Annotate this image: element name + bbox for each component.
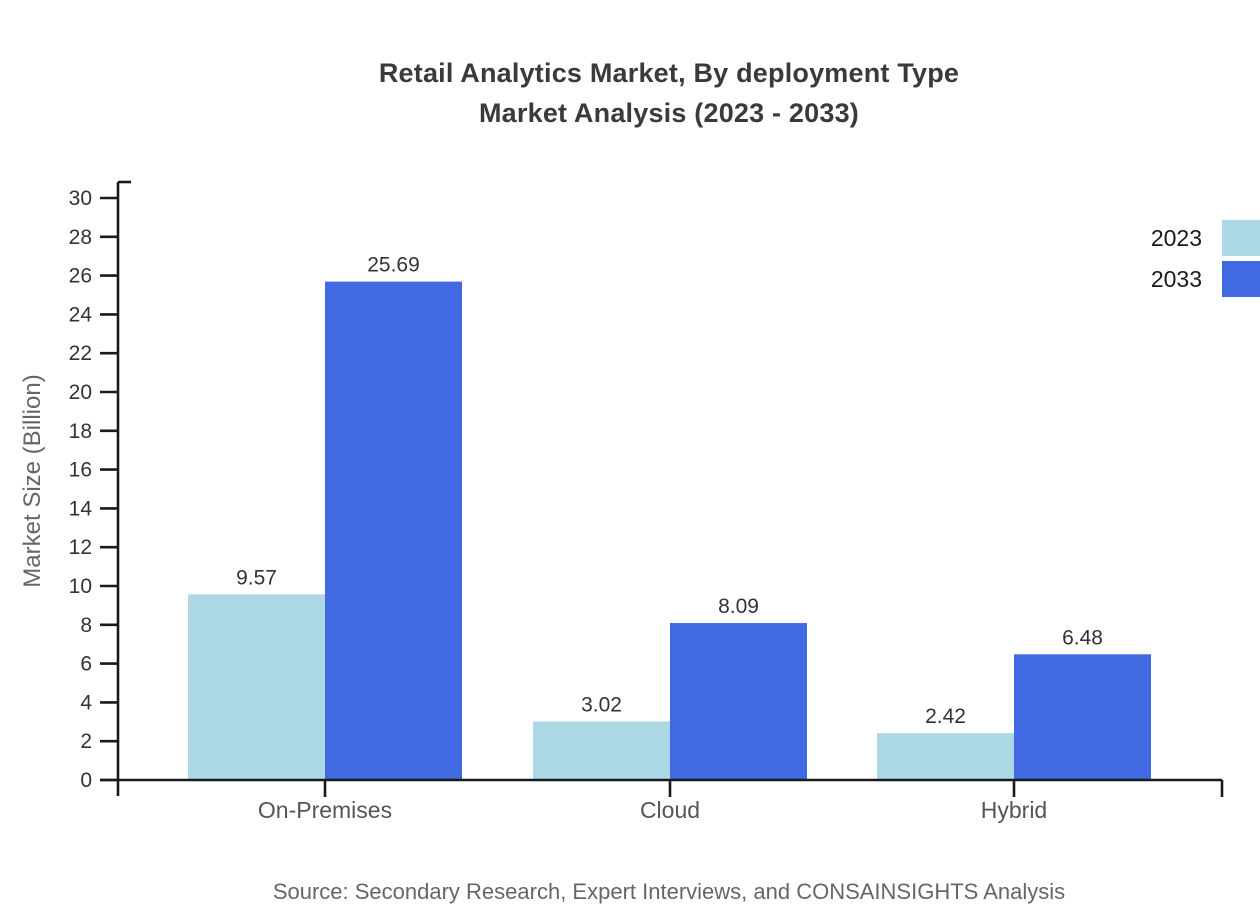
bar-value-label: 8.09 — [718, 595, 759, 618]
bar-2033-Cloud — [670, 623, 807, 780]
source-note: Source: Secondary Research, Expert Inter… — [272, 879, 1066, 904]
bar-value-label: 9.57 — [236, 566, 277, 589]
y-tick-label: 18 — [69, 420, 92, 443]
bar-value-label: 25.69 — [367, 254, 420, 277]
bar-2023-Cloud — [533, 721, 670, 780]
y-tick-label: 14 — [69, 497, 93, 520]
chart-title-line1: Retail Analytics Market, By deployment T… — [378, 58, 960, 88]
legend-label-2033: 2033 — [1151, 266, 1202, 292]
y-tick-label: 8 — [80, 614, 92, 637]
bar-value-label: 2.42 — [925, 705, 966, 728]
bar-value-label: 6.48 — [1062, 626, 1103, 649]
chart-title-line2: Market Analysis (2023 - 2033) — [478, 98, 859, 128]
y-tick-label: 12 — [69, 536, 92, 559]
bar-2023-On-Premises — [188, 594, 325, 780]
y-tick-label: 28 — [69, 226, 92, 249]
y-tick-label: 16 — [69, 459, 92, 482]
y-tick-label: 24 — [69, 303, 93, 326]
category-label-Cloud: Cloud — [640, 797, 700, 823]
y-tick-label: 22 — [69, 342, 92, 365]
y-tick-label: 26 — [69, 265, 92, 288]
legend-label-2023: 2023 — [1151, 225, 1202, 251]
legend-swatch-2023 — [1222, 220, 1260, 256]
category-label-Hybrid: Hybrid — [981, 797, 1047, 823]
y-tick-label: 6 — [80, 653, 92, 676]
y-tick-label: 2 — [80, 730, 92, 753]
category-label-On-Premises: On-Premises — [258, 797, 392, 823]
y-tick-label: 4 — [80, 691, 92, 714]
y-tick-label: 0 — [80, 769, 92, 792]
bar-value-label: 3.02 — [581, 693, 622, 716]
bar-2033-On-Premises — [325, 281, 462, 780]
bar-2033-Hybrid — [1014, 654, 1151, 780]
bar-2023-Hybrid — [877, 733, 1014, 780]
y-axis-title: Market Size (Billion) — [19, 374, 46, 587]
y-tick-label: 10 — [69, 575, 92, 598]
legend-swatch-2033 — [1222, 261, 1260, 297]
y-tick-label: 20 — [69, 381, 92, 404]
chart-title: Retail Analytics Market, By deployment T… — [219, 53, 1119, 133]
y-tick-label: 30 — [69, 187, 92, 210]
